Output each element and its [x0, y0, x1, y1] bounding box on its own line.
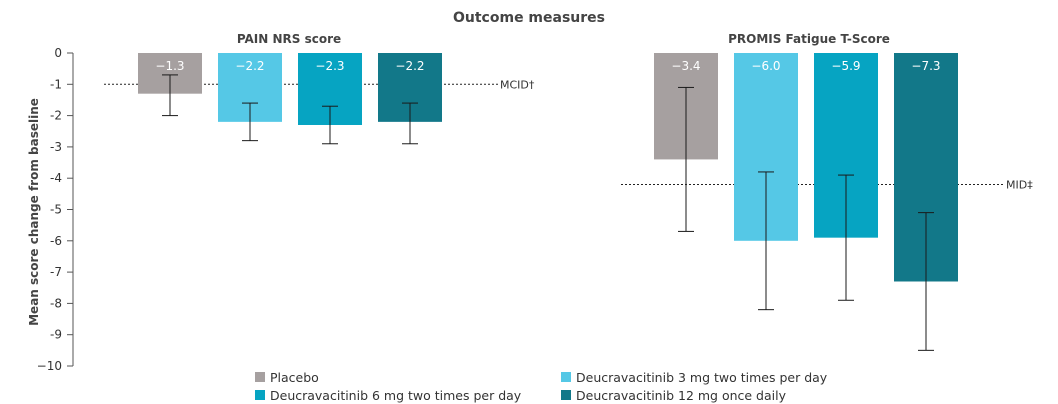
y-tick-label: 0 — [54, 46, 62, 60]
legend-label: Deucravacitinib 12 mg once daily — [576, 388, 787, 403]
bar-value-label: −6.0 — [751, 59, 780, 73]
bar-value-label: −7.3 — [911, 59, 940, 73]
bar-value-label: −2.3 — [315, 59, 344, 73]
legend-swatch — [255, 390, 265, 400]
legend: Placebo Deucravacitinib 3 mg two times pe… — [255, 370, 828, 403]
legend-label: Deucravacitinib 3 mg two times per day — [576, 370, 828, 385]
bar-value-label: −5.9 — [831, 59, 860, 73]
panel-title-pain: PAIN NRS score — [237, 32, 341, 46]
reference-line-label: MID‡ — [1006, 178, 1033, 191]
y-tick-label: -3 — [50, 140, 62, 154]
bar-value-label: −2.2 — [395, 59, 424, 73]
bar-value-label: −1.3 — [155, 59, 184, 73]
y-tick-label: -4 — [50, 171, 62, 185]
y-tick-label: -2 — [50, 109, 62, 123]
y-axis-title: Mean score change from baseline — [27, 98, 41, 326]
bar-value-label: −2.2 — [235, 59, 264, 73]
legend-label: Deucravacitinib 6 mg two times per day — [270, 388, 522, 403]
bars — [138, 53, 958, 282]
y-tick-label: −10 — [37, 359, 62, 373]
panel-title-fatigue: PROMIS Fatigue T-Score — [728, 32, 890, 46]
error-bars — [162, 74, 934, 351]
y-ticks: 0 -1 -2 -3 -4 -5 -6 -7 -8 -9 −10 — [37, 46, 73, 373]
bar-value-labels: −1.3 −2.2 −2.3 −2.2 −3.4 −6.0 −5.9 −7.3 — [155, 59, 940, 73]
chart-title: Outcome measures — [453, 10, 605, 26]
y-tick-label: -7 — [50, 265, 62, 279]
y-tick-label: -5 — [50, 203, 62, 217]
y-tick-label: -9 — [50, 328, 62, 342]
y-tick-label: -8 — [50, 296, 62, 310]
bar-value-label: −3.4 — [671, 59, 700, 73]
y-tick-label: -1 — [50, 77, 62, 91]
legend-swatch — [255, 372, 265, 382]
reference-line-label: MCID† — [500, 78, 535, 91]
legend-label: Placebo — [270, 370, 319, 385]
legend-swatch — [561, 390, 571, 400]
y-tick-label: -6 — [50, 234, 62, 248]
legend-swatch — [561, 372, 571, 382]
